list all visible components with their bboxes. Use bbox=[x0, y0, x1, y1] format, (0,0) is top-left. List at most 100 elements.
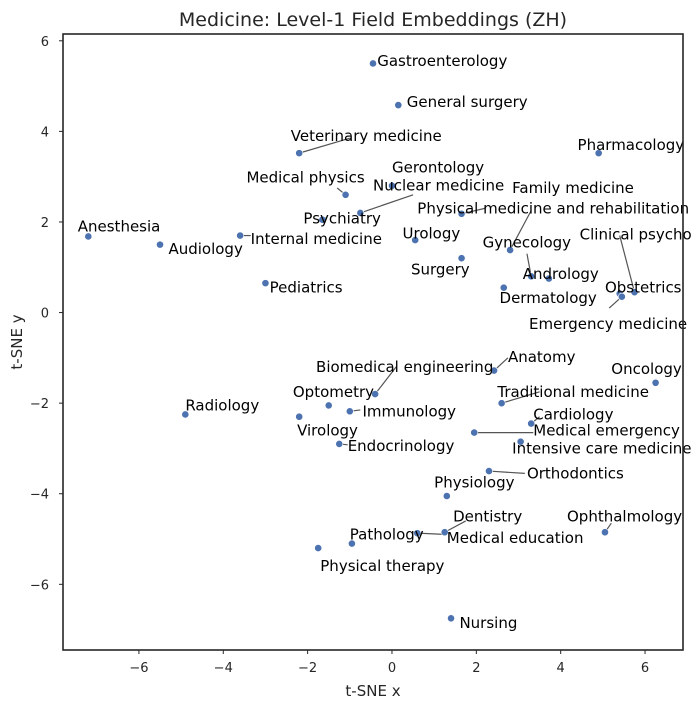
point-label: Biomedical engineering bbox=[316, 358, 493, 376]
point-label: Gerontology bbox=[392, 159, 484, 177]
point-label: Dermatology bbox=[500, 289, 597, 307]
point-label: Cardiology bbox=[533, 405, 613, 423]
leader-line bbox=[509, 210, 532, 251]
data-point bbox=[314, 544, 323, 552]
y-tick-label: 0 bbox=[41, 307, 49, 322]
data-point bbox=[617, 292, 626, 301]
data-point bbox=[371, 390, 380, 398]
point-label: Intensive care medicine bbox=[512, 439, 691, 457]
data-point bbox=[601, 528, 609, 537]
point-label: Immunology bbox=[362, 402, 456, 420]
data-point bbox=[651, 378, 660, 387]
point-label: Physical medicine and rehabilitation bbox=[417, 199, 689, 217]
data-point bbox=[527, 419, 536, 428]
data-point bbox=[348, 539, 356, 548]
data-point bbox=[499, 283, 508, 292]
point-label: Family medicine bbox=[512, 179, 634, 197]
x-tick-label: 4 bbox=[557, 661, 565, 676]
point-label: Andrology bbox=[523, 265, 599, 283]
point-label: General surgery bbox=[407, 93, 528, 111]
data-point bbox=[594, 149, 603, 158]
point-label: Emergency medicine bbox=[529, 315, 687, 333]
point-label: Medical emergency bbox=[533, 421, 680, 439]
plot-frame bbox=[62, 33, 684, 651]
point-label: Pediatrics bbox=[270, 279, 343, 297]
x-tick-label: 0 bbox=[388, 661, 396, 676]
point-label: Veterinary medicine bbox=[291, 127, 442, 145]
data-point bbox=[341, 190, 350, 199]
x-tick-label: 2 bbox=[472, 661, 480, 676]
point-label: Anesthesia bbox=[78, 218, 161, 236]
point-label: Virology bbox=[297, 421, 358, 439]
data-point bbox=[324, 401, 333, 410]
y-axis-label: t-SNE y bbox=[8, 314, 26, 369]
point-label: Surgery bbox=[411, 261, 470, 279]
point-label: Clinical psychology bbox=[580, 226, 693, 244]
point-label: Gastroenterology bbox=[377, 52, 507, 70]
point-label: Oncology bbox=[611, 360, 682, 378]
data-point bbox=[156, 240, 164, 249]
data-point bbox=[544, 274, 553, 283]
point-label: Traditional medicine bbox=[496, 383, 649, 401]
data-point bbox=[394, 101, 403, 110]
point-label: Optometry bbox=[293, 383, 374, 401]
data-point bbox=[261, 279, 270, 288]
x-axis-ticks: −6 −4 −2 0 2 4 6 bbox=[129, 650, 649, 676]
data-point bbox=[506, 246, 514, 254]
data-point bbox=[527, 272, 536, 281]
leader-line bbox=[461, 207, 485, 215]
x-tick-label: 6 bbox=[641, 661, 649, 676]
point-label: Obstetrics bbox=[605, 279, 682, 297]
point-label: Anatomy bbox=[508, 348, 576, 366]
y-tick-label: −4 bbox=[30, 488, 49, 503]
y-axis-ticks: −6 −4 −2 0 2 4 6 bbox=[30, 35, 63, 593]
data-point bbox=[442, 492, 451, 500]
point-label: Nuclear medicine bbox=[373, 177, 504, 195]
leader-line bbox=[360, 194, 414, 214]
point-label: Psychiatry bbox=[303, 209, 381, 227]
data-point bbox=[413, 529, 422, 538]
x-tick-label: −4 bbox=[214, 661, 233, 676]
data-point bbox=[356, 209, 365, 217]
point-label: Medical physics bbox=[246, 169, 364, 187]
y-tick-label: 4 bbox=[41, 125, 49, 140]
point-label: Dentistry bbox=[453, 507, 522, 525]
data-point bbox=[485, 467, 493, 475]
y-tick-label: −2 bbox=[30, 397, 49, 412]
leader-line bbox=[299, 137, 350, 154]
point-labels: Gastroenterology General surgery Veterinar… bbox=[78, 52, 693, 632]
point-label: Nursing bbox=[459, 614, 517, 632]
point-label: Physical therapy bbox=[320, 557, 444, 575]
data-point bbox=[181, 410, 190, 419]
data-point bbox=[411, 236, 420, 244]
data-point bbox=[388, 181, 396, 190]
data-point bbox=[345, 407, 354, 416]
leader-line bbox=[619, 235, 636, 293]
point-label: Gynecology bbox=[483, 233, 572, 251]
data-point bbox=[440, 528, 449, 537]
point-label: Pharmacology bbox=[578, 136, 685, 154]
point-label: Medical education bbox=[447, 529, 584, 547]
point-label: Physiology bbox=[434, 473, 514, 491]
point-label: Pathology bbox=[350, 526, 424, 544]
leader-line bbox=[374, 366, 397, 395]
data-point bbox=[318, 215, 327, 224]
data-point bbox=[490, 366, 498, 375]
point-label: Audiology bbox=[168, 240, 243, 258]
y-tick-label: −6 bbox=[30, 578, 49, 593]
data-point bbox=[497, 399, 506, 408]
point-label: Internal medicine bbox=[251, 230, 382, 248]
data-point bbox=[470, 428, 479, 437]
point-label: Orthodontics bbox=[527, 464, 624, 482]
data-point bbox=[447, 614, 455, 623]
leader-line bbox=[488, 470, 525, 474]
data-point bbox=[369, 59, 377, 68]
y-tick-label: 2 bbox=[41, 216, 49, 231]
data-point bbox=[295, 412, 304, 421]
leader-line bbox=[501, 391, 540, 404]
data-point bbox=[295, 149, 304, 158]
point-label: Ophthalmology bbox=[567, 507, 682, 525]
chart-title: Medicine: Level-1 Field Embeddings (ZH) bbox=[179, 9, 567, 31]
data-point bbox=[84, 232, 93, 241]
